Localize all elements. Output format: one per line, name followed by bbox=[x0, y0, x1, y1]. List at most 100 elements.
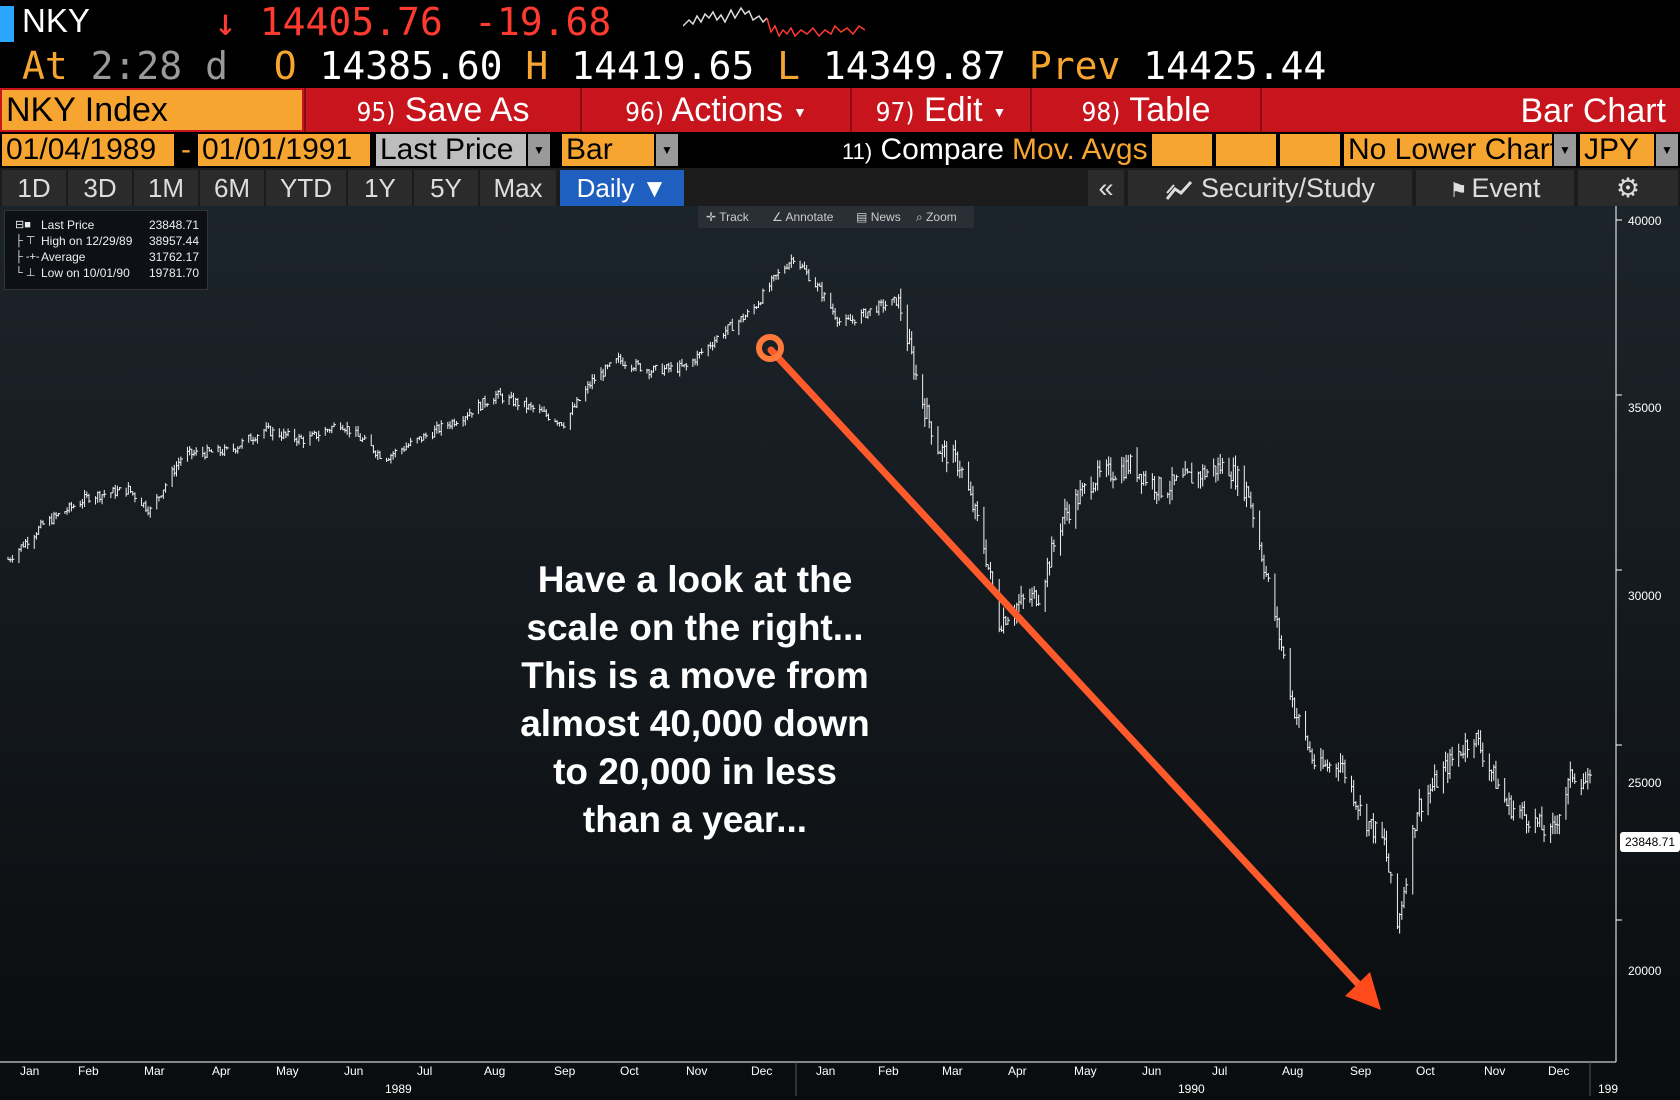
period-1m[interactable]: 1M bbox=[134, 170, 198, 206]
chart-study-icon bbox=[1165, 180, 1193, 200]
prev-value: 14425.44 bbox=[1143, 44, 1327, 88]
sparkline-icon bbox=[683, 6, 865, 38]
period-ytd[interactable]: YTD bbox=[266, 170, 346, 206]
security-study-label: Security/Study bbox=[1200, 173, 1376, 203]
legend-average-label: Average bbox=[41, 250, 86, 264]
period-6m[interactable]: 6M bbox=[200, 170, 264, 206]
down-arrow-icon: ↓ bbox=[214, 0, 237, 44]
mov-avg-field-1[interactable] bbox=[1152, 134, 1212, 166]
low-marker-icon: └ ⊥ bbox=[15, 267, 36, 279]
high-marker-icon: ├ ⊤ bbox=[15, 235, 36, 247]
open-label: O bbox=[273, 44, 297, 88]
track-tool[interactable]: ✛ Track bbox=[706, 206, 749, 228]
security-study-button[interactable]: Security/Study bbox=[1128, 170, 1412, 206]
news-label: News bbox=[870, 210, 901, 224]
x-tick-label: Aug bbox=[484, 1064, 506, 1078]
annotation-line: than a year... bbox=[582, 799, 808, 840]
annotation-line: almost 40,000 down bbox=[520, 703, 870, 744]
average-marker-icon: ├ -+- bbox=[15, 251, 40, 263]
table-label: Table bbox=[1129, 91, 1211, 129]
annotate-label: Annotate bbox=[785, 210, 834, 224]
x-tick-label: May bbox=[1074, 1064, 1097, 1078]
x-tick-label: Jan bbox=[20, 1064, 40, 1078]
chart-legend[interactable]: ⊟■ Last Price 23848.71 ├ ⊤ High on 12/29… bbox=[4, 210, 208, 290]
mov-avg-field-2[interactable] bbox=[1216, 134, 1276, 166]
x-tick-label: Mar bbox=[942, 1064, 963, 1078]
frequency-select[interactable]: Daily ▼ bbox=[560, 170, 684, 206]
save-as-number: 95) bbox=[356, 98, 396, 128]
lower-chart-select[interactable]: No Lower Chart bbox=[1344, 134, 1558, 166]
period-1d[interactable]: 1D bbox=[2, 170, 66, 206]
currency-select[interactable]: JPY bbox=[1580, 134, 1654, 166]
x-tick-label: Sep bbox=[554, 1064, 576, 1078]
period-3d[interactable]: 3D bbox=[68, 170, 132, 206]
time-suffix: d bbox=[205, 44, 228, 88]
legend-average-value: 31762.17 bbox=[148, 250, 199, 264]
x-tick-label: Feb bbox=[78, 1064, 99, 1078]
x-year-label: 199 bbox=[1598, 1082, 1619, 1096]
annotation-arrow bbox=[756, 334, 1381, 1010]
x-tick-label: Jun bbox=[1142, 1064, 1162, 1078]
y-tick-label: 40000 bbox=[1628, 214, 1662, 228]
toolbar-divider bbox=[1260, 88, 1262, 132]
mov-avgs-label: Mov. Avgs bbox=[1012, 133, 1148, 166]
save-as-label: Save As bbox=[404, 91, 530, 129]
compare-number: 11) bbox=[842, 139, 873, 164]
chevron-down-icon[interactable]: ▼ bbox=[656, 134, 678, 166]
field-select[interactable]: Last Price bbox=[376, 134, 526, 166]
chevron-down-icon[interactable]: ▼ bbox=[528, 134, 550, 166]
edit-number: 97) bbox=[875, 98, 915, 128]
mov-avg-field-3[interactable] bbox=[1280, 134, 1340, 166]
period-1y[interactable]: 1Y bbox=[348, 170, 412, 206]
x-tick-label: Oct bbox=[1416, 1064, 1435, 1078]
edit-button[interactable]: 97) Edit ▼ bbox=[850, 88, 1030, 132]
x-tick-label: Mar bbox=[144, 1064, 165, 1078]
event-label: Event bbox=[1471, 173, 1541, 203]
y-tick-label: 30000 bbox=[1628, 589, 1662, 603]
search-icon: ⌕ bbox=[916, 210, 923, 224]
y-tick-label: 20000 bbox=[1628, 964, 1662, 978]
period-max[interactable]: Max bbox=[480, 170, 556, 206]
legend-high-label: High on 12/29/89 bbox=[41, 234, 133, 248]
chevron-down-icon[interactable]: ▼ bbox=[1656, 134, 1678, 166]
annotation-line: This is a move from bbox=[521, 655, 869, 696]
price-chart[interactable] bbox=[0, 206, 1680, 1100]
legend-low: └ ⊥ Low on 10/01/90 19781.70 bbox=[11, 265, 207, 281]
arrow-start-circle bbox=[756, 334, 784, 362]
annotation-line: Have a look at the bbox=[537, 559, 853, 600]
actions-button[interactable]: 96) Actions ▼ bbox=[580, 88, 850, 132]
x-tick-label: Sep bbox=[1350, 1064, 1372, 1078]
legend-low-value: 19781.70 bbox=[148, 266, 199, 280]
security-indicator bbox=[0, 6, 14, 42]
x-tick-label: Dec bbox=[1548, 1064, 1570, 1078]
table-button[interactable]: 98) Table bbox=[1030, 88, 1260, 132]
quote-header: NKY ↓ 14405.76 -19.68 At 2:28 d O 14385.… bbox=[0, 0, 1680, 88]
end-date-field[interactable]: 01/01/1991 bbox=[198, 134, 370, 166]
last-price: ↓ 14405.76 bbox=[214, 0, 443, 44]
event-button[interactable]: ⚑ Event bbox=[1416, 170, 1574, 206]
save-as-button[interactable]: 95) Save As bbox=[304, 88, 580, 132]
compare-button[interactable]: 11) Compare bbox=[842, 134, 1004, 166]
news-tool[interactable]: ▤ News bbox=[856, 206, 901, 228]
annotation-line: to 20,000 in less bbox=[553, 751, 837, 792]
annotate-tool[interactable]: ∠ Annotate bbox=[772, 206, 833, 228]
chevron-down-icon: ▼ bbox=[793, 104, 807, 121]
period-5y[interactable]: 5Y bbox=[414, 170, 478, 206]
prev-label: Prev bbox=[1028, 44, 1121, 88]
collapse-icon[interactable]: « bbox=[1088, 170, 1124, 206]
low-label: L bbox=[777, 44, 801, 88]
chart-area[interactable]: ⊟■ Last Price 23848.71 ├ ⊤ High on 12/29… bbox=[0, 206, 1680, 1100]
table-number: 98) bbox=[1081, 98, 1121, 128]
y-tick-label: 35000 bbox=[1628, 401, 1662, 415]
time-label: At bbox=[22, 44, 68, 88]
legend-high-value: 38957.44 bbox=[148, 234, 199, 248]
zoom-tool[interactable]: ⌕ Zoom bbox=[916, 206, 957, 228]
security-field[interactable]: NKY Index bbox=[2, 90, 302, 130]
quote-details: At 2:28 d O 14385.60 H 14419.65 L 14349.… bbox=[22, 44, 1326, 88]
chart-style-select[interactable]: Bar bbox=[562, 134, 654, 166]
chevron-down-icon[interactable]: ▼ bbox=[1554, 134, 1576, 166]
settings-button[interactable]: ⚙ bbox=[1578, 170, 1678, 206]
x-tick-label: Jul bbox=[1212, 1064, 1228, 1078]
start-date-field[interactable]: 01/04/1989 bbox=[2, 134, 174, 166]
last-value-label: 23848.71 bbox=[1620, 832, 1680, 852]
